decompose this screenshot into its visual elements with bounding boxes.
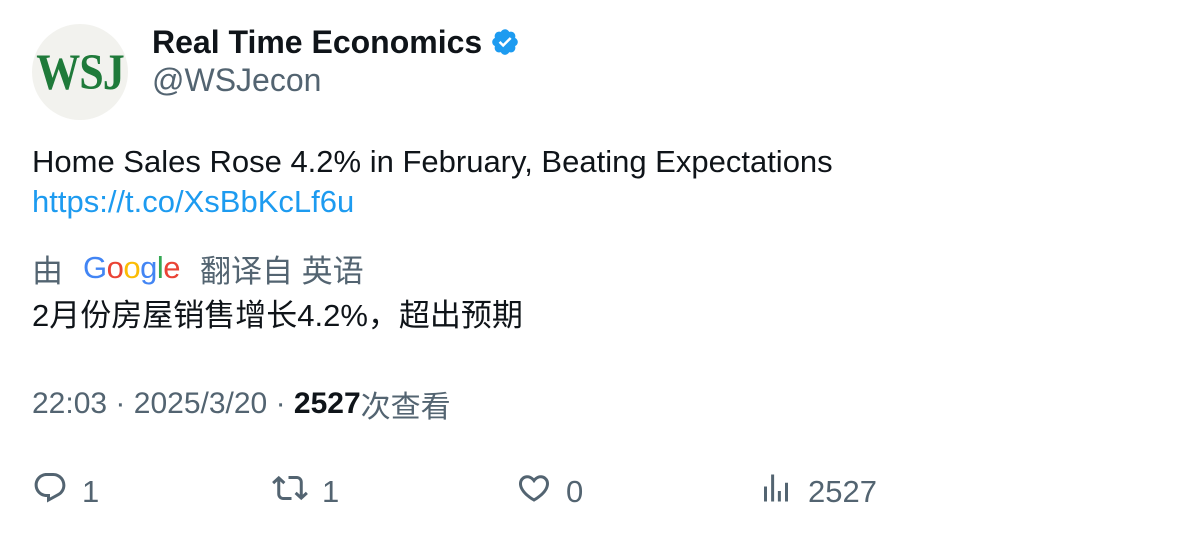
views-count: 2527 — [293, 387, 361, 420]
bar-chart-icon — [758, 470, 794, 514]
views-action-count: 2527 — [808, 474, 877, 509]
avatar[interactable]: WSJ — [32, 24, 128, 120]
retweet-icon — [272, 470, 308, 514]
tweet-date[interactable]: 2025/3/20 — [133, 387, 268, 420]
avatar-logo-text: WSJ — [36, 43, 124, 101]
google-logo-icon[interactable]: Google — [83, 250, 181, 285]
tweet-link[interactable]: https://t.co/XsBbKcLf6u — [32, 184, 355, 219]
heart-icon — [516, 470, 552, 514]
tweet-body: Home Sales Rose 4.2% in February, Beatin… — [32, 142, 1162, 222]
translated-text: 2月份房屋销售增长4.2%，超出预期 — [32, 298, 523, 333]
reply-count: 1 — [82, 474, 100, 509]
retweet-count: 1 — [322, 474, 340, 509]
tweet-time[interactable]: 22:03 — [32, 387, 108, 420]
author-handle[interactable]: @WSJecon — [152, 62, 322, 98]
verified-badge-icon — [490, 27, 520, 57]
reply-button[interactable]: 1 — [32, 470, 99, 514]
translation-suffix: 翻译自 英语 — [200, 253, 364, 289]
tweet-meta: 22:03 · 2025/3/20 · 2527 次查看 — [32, 384, 451, 424]
like-button[interactable]: 0 — [516, 470, 583, 514]
views-button[interactable]: 2527 — [758, 470, 877, 514]
author-name-row: Real Time Economics — [152, 22, 520, 62]
like-count: 0 — [566, 474, 584, 509]
reply-icon — [32, 470, 68, 514]
meta-separator: · — [115, 387, 126, 420]
display-name[interactable]: Real Time Economics — [152, 23, 483, 60]
tweet-text: Home Sales Rose 4.2% in February, Beatin… — [32, 144, 833, 179]
meta-separator-2: · — [275, 387, 286, 420]
translation-prefix: 由 — [32, 253, 63, 289]
retweet-button[interactable]: 1 — [272, 470, 339, 514]
views-label: 次查看 — [360, 391, 451, 424]
translation-attribution: 由 Google 翻译自 英语 — [32, 246, 364, 290]
action-bar: 1 1 0 2527 — [32, 470, 1162, 514]
